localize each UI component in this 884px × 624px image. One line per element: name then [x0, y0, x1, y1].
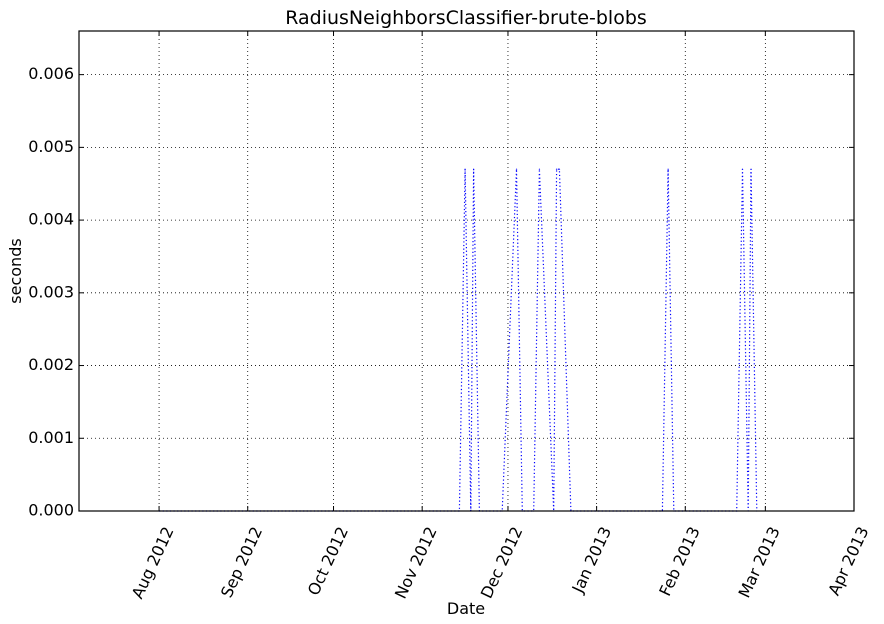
x-tick-label: Apr 2013 — [824, 524, 872, 599]
y-tick-label: 0.002 — [28, 355, 74, 374]
x-tick-labels: Aug 2012 Sep 2012 Oct 2012 Nov 2012 Dec 2012… — [128, 524, 873, 602]
x-tick-label: Sep 2012 — [217, 524, 266, 601]
data-point — [473, 168, 475, 170]
x-tick-label: Aug 2012 — [128, 524, 178, 602]
y-tick-labels: 0.000 0.001 0.002 0.003 0.004 0.005 0.006 — [28, 64, 74, 519]
y-tick-label: 0.001 — [28, 428, 74, 447]
data-point — [741, 168, 744, 170]
y-axis-label: seconds — [6, 238, 25, 303]
x-tick-label: Feb 2013 — [655, 524, 704, 599]
y-tick-label: 0.005 — [28, 137, 74, 156]
plot-background — [79, 31, 854, 511]
plot-frame — [78, 30, 855, 512]
data-point — [750, 168, 752, 170]
data-point — [515, 168, 518, 170]
x-tick-label: Jan 2013 — [568, 524, 615, 597]
data-point — [667, 168, 669, 170]
y-tick-label: 0.003 — [28, 282, 74, 301]
y-tick-label: 0.000 — [28, 501, 74, 520]
data-point — [464, 168, 466, 170]
y-tick-label: 0.004 — [28, 210, 74, 229]
x-tick-label: Oct 2012 — [304, 524, 352, 599]
chart-title: RadiusNeighborsClassifier-brute-blobs — [285, 7, 647, 29]
data-point — [538, 168, 541, 170]
y-tick-label: 0.006 — [28, 64, 74, 83]
data-point — [555, 168, 558, 170]
data-point — [558, 168, 561, 170]
x-tick-label: Mar 2013 — [735, 524, 784, 601]
x-tick-label: Dec 2012 — [477, 524, 527, 602]
x-axis-label: Date — [447, 599, 485, 618]
x-tick-label: Nov 2012 — [391, 524, 441, 602]
ticks — [79, 31, 855, 512]
